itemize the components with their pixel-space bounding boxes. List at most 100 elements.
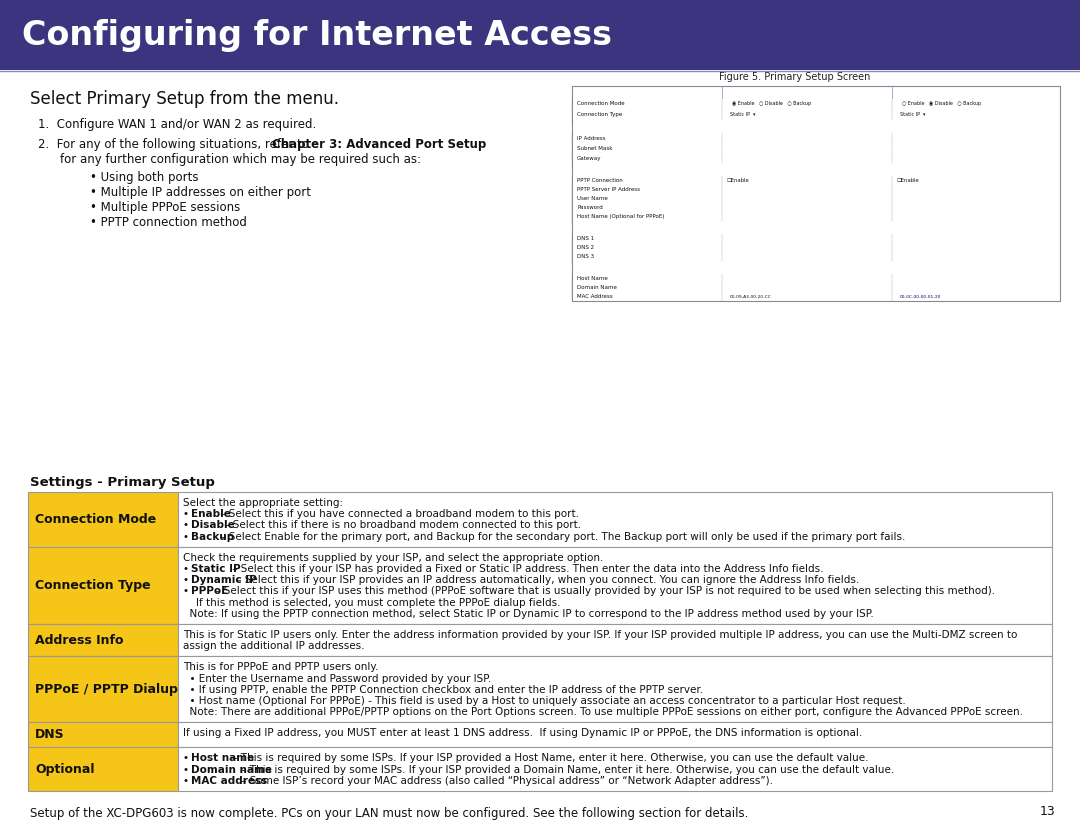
Text: DNS 2: DNS 2: [577, 245, 594, 250]
Bar: [572, 133, 1059, 143]
Bar: [572, 185, 1059, 194]
Bar: [572, 153, 1059, 163]
Text: Host Name: Host Name: [577, 276, 608, 281]
Text: Setup of the XC-DPG603 is now complete. PCs on your LAN must now be configured. : Setup of the XC-DPG603 is now complete. …: [30, 807, 748, 820]
Bar: [897, 276, 957, 281]
Bar: [727, 135, 787, 141]
Bar: [572, 86, 1059, 98]
Bar: [572, 212, 1059, 221]
Text: MAC address: MAC address: [191, 776, 268, 786]
Text: Dynamic IP: Dynamic IP: [191, 575, 257, 585]
Text: Configuring for Internet Access: Configuring for Internet Access: [22, 18, 612, 52]
Text: Address Info: Address Info: [35, 634, 123, 646]
Bar: [572, 225, 1059, 234]
Text: Settings - Primary Setup: Settings - Primary Setup: [30, 476, 215, 489]
Text: Note: If using the PPTP connection method, select Static IP or Dynamic IP to cor: Note: If using the PPTP connection metho…: [183, 609, 874, 619]
Text: This is for PPPoE and PPTP users only.: This is for PPPoE and PPTP users only.: [183, 662, 378, 672]
Bar: [897, 254, 957, 259]
Text: User Name: User Name: [577, 196, 608, 201]
Bar: [572, 167, 1059, 176]
Text: Figure 5. Primary Setup Screen: Figure 5. Primary Setup Screen: [719, 72, 870, 82]
Text: PPPoE / PPTP Dialup (For PPPoE or PPTP): PPPoE / PPTP Dialup (For PPPoE or PPTP): [577, 169, 721, 174]
Text: Domain name: Domain name: [191, 765, 272, 775]
Text: •: •: [183, 564, 192, 574]
Bar: [727, 111, 779, 118]
Text: DNS (Optional for dynamic IP): DNS (Optional for dynamic IP): [577, 227, 683, 232]
Text: Note: There are additional PPPoE/PPTP options on the Port Options screen. To use: Note: There are additional PPPoE/PPTP op…: [183, 707, 1023, 717]
Text: Static IP  ▾: Static IP ▾: [730, 112, 756, 117]
Bar: [727, 294, 797, 299]
Text: •: •: [183, 531, 192, 541]
Text: 00-0C-00-00-01-20: 00-0C-00-00-01-20: [900, 294, 942, 299]
Text: Gateway: Gateway: [577, 155, 602, 160]
Text: 1.  Configure WAN 1 and/or WAN 2 as required.: 1. Configure WAN 1 and/or WAN 2 as requi…: [38, 118, 316, 131]
Text: 13: 13: [1039, 805, 1055, 818]
Text: Static IP  ▾: Static IP ▾: [900, 112, 926, 117]
Bar: [572, 292, 1059, 301]
Text: This is for Static IP users only. Enter the address information provided by your: This is for Static IP users only. Enter …: [183, 630, 1017, 640]
Text: •: •: [183, 765, 192, 775]
Text: assign the additional IP addresses.: assign the additional IP addresses.: [183, 641, 365, 651]
Bar: [727, 187, 787, 192]
Bar: [897, 214, 957, 219]
Text: If this method is selected, you must complete the PPPoE dialup fields.: If this method is selected, you must com…: [183, 598, 561, 608]
Text: – Select this if your ISP provides an IP address automatically, when you connect: – Select this if your ISP provides an IP…: [233, 575, 860, 585]
Text: – Select this if your ISP has provided a Fixed or Static IP address. Then enter : – Select this if your ISP has provided a…: [229, 564, 824, 574]
Text: •: •: [183, 776, 192, 786]
Bar: [28, 547, 178, 624]
Text: – This is required by some ISPs. If your ISP provided a Domain Name, enter it he: – This is required by some ISPs. If your…: [238, 765, 894, 775]
Text: • Enter the Username and Password provided by your ISP.: • Enter the Username and Password provid…: [183, 674, 491, 684]
Bar: [178, 624, 1052, 656]
Text: Chapter 3: Advanced Port Setup: Chapter 3: Advanced Port Setup: [272, 138, 486, 151]
Text: ◉ Enable   ○ Disable   ○ Backup: ◉ Enable ○ Disable ○ Backup: [732, 101, 811, 106]
Bar: [178, 547, 1052, 624]
Bar: [897, 294, 967, 299]
Text: – Select this if your ISP uses this method (PPPoE software that is usually provi: – Select this if your ISP uses this meth…: [213, 586, 996, 596]
Bar: [572, 176, 1059, 185]
Text: WAN 2: WAN 2: [964, 89, 988, 94]
Bar: [897, 135, 957, 141]
Text: DNS 3: DNS 3: [577, 254, 594, 259]
Bar: [28, 624, 178, 656]
Text: DNS 1: DNS 1: [577, 236, 594, 241]
Bar: [572, 124, 1059, 133]
Text: ☐Enable: ☐Enable: [727, 178, 750, 183]
Bar: [178, 656, 1052, 722]
Text: • If using PPTP, enable the PPTP Connection checkbox and enter the IP address of: • If using PPTP, enable the PPTP Connect…: [183, 685, 703, 695]
Bar: [572, 221, 1059, 225]
Text: • Multiple IP addresses on either port: • Multiple IP addresses on either port: [90, 186, 311, 199]
Bar: [178, 722, 1052, 747]
Text: Disable: Disable: [191, 520, 235, 530]
Text: Connection Type: Connection Type: [577, 112, 622, 117]
Bar: [727, 285, 787, 290]
Bar: [727, 245, 787, 250]
Bar: [897, 155, 957, 161]
Bar: [897, 187, 957, 192]
Bar: [897, 196, 957, 201]
Bar: [28, 722, 178, 747]
Text: Select Primary Setup from the menu.: Select Primary Setup from the menu.: [30, 90, 339, 108]
Text: •: •: [183, 753, 192, 763]
Text: Password: Password: [577, 205, 603, 210]
Bar: [727, 205, 787, 210]
Text: Connection: Connection: [627, 89, 666, 94]
Text: • Host name (Optional For PPPoE) - This field is used by a Host to uniquely asso: • Host name (Optional For PPPoE) - This …: [183, 696, 906, 706]
Bar: [572, 143, 1059, 153]
Text: – Select this if you have connected a broadband modem to this port.: – Select this if you have connected a br…: [217, 510, 579, 520]
Text: •: •: [183, 510, 192, 520]
Text: IP Address: IP Address: [577, 135, 606, 140]
Text: 2.  For any of the following situations, refer to: 2. For any of the following situations, …: [38, 138, 312, 151]
Bar: [572, 261, 1059, 265]
Text: •: •: [183, 520, 192, 530]
Bar: [178, 747, 1052, 791]
Bar: [727, 196, 787, 201]
Text: ☐Enable: ☐Enable: [897, 178, 920, 183]
Bar: [572, 194, 1059, 203]
Text: Address Info (Static IP only): Address Info (Static IP only): [577, 126, 676, 131]
Text: Check the requirements supplied by your ISP, and select the appropriate option.: Check the requirements supplied by your …: [183, 553, 604, 563]
Text: WAN 1: WAN 1: [795, 89, 819, 94]
Bar: [897, 285, 957, 290]
Bar: [572, 120, 1059, 124]
Bar: [572, 109, 1059, 120]
Bar: [727, 254, 787, 259]
